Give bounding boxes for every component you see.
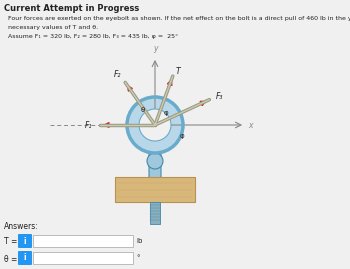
FancyBboxPatch shape xyxy=(149,147,161,178)
Text: T: T xyxy=(175,67,180,76)
Text: °: ° xyxy=(136,255,140,261)
Text: T =: T = xyxy=(4,238,18,246)
Circle shape xyxy=(139,109,171,141)
Text: φ: φ xyxy=(164,110,169,116)
FancyBboxPatch shape xyxy=(33,252,133,264)
Text: Current Attempt in Progress: Current Attempt in Progress xyxy=(4,4,139,13)
Text: θ: θ xyxy=(141,107,145,113)
Text: F₂: F₂ xyxy=(113,70,121,79)
Text: x: x xyxy=(248,121,252,129)
FancyBboxPatch shape xyxy=(18,251,32,265)
Text: lb: lb xyxy=(136,238,142,244)
Text: F₃: F₃ xyxy=(216,92,223,101)
FancyBboxPatch shape xyxy=(150,202,160,224)
FancyBboxPatch shape xyxy=(18,234,32,248)
Text: necessary values of T and θ.: necessary values of T and θ. xyxy=(8,25,98,30)
Text: Four forces are exerted on the eyebolt as shown. If the net effect on the bolt i: Four forces are exerted on the eyebolt a… xyxy=(8,16,350,21)
FancyBboxPatch shape xyxy=(33,235,133,247)
Text: i: i xyxy=(24,253,26,263)
Text: θ =: θ = xyxy=(4,254,18,264)
Text: i: i xyxy=(24,236,26,246)
Text: Answers:: Answers: xyxy=(4,222,39,231)
Text: F₁: F₁ xyxy=(84,121,92,129)
FancyBboxPatch shape xyxy=(115,177,195,202)
Text: φ: φ xyxy=(180,133,185,139)
Circle shape xyxy=(127,97,183,153)
Text: y: y xyxy=(153,44,157,53)
Text: Assume F₁ = 320 lb, F₂ = 280 lb, F₃ = 435 lb, φ =  25°: Assume F₁ = 320 lb, F₂ = 280 lb, F₃ = 43… xyxy=(8,34,178,39)
Circle shape xyxy=(147,153,163,169)
